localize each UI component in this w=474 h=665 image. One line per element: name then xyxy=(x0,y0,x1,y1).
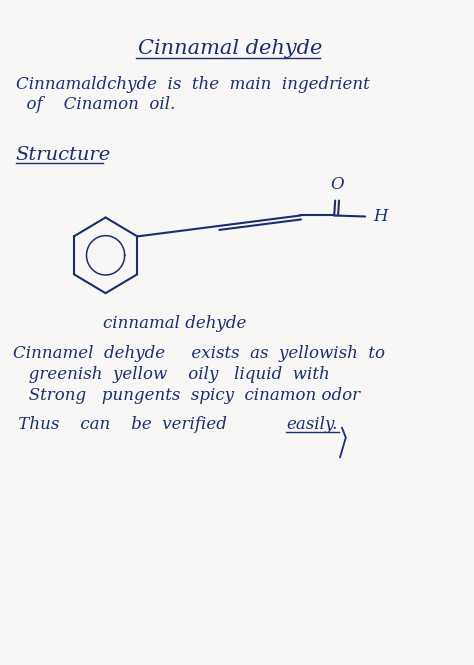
Text: Cinnamaldchyde  is  the  main  ingedrient: Cinnamaldchyde is the main ingedrient xyxy=(16,76,370,93)
Text: Thus    can    be  verified: Thus can be verified xyxy=(13,416,227,433)
Text: H: H xyxy=(373,208,387,225)
Text: greenish  yellow    oily   liquid  with: greenish yellow oily liquid with xyxy=(13,366,330,383)
Text: Cinnamel  dehyde     exists  as  yellowish  to: Cinnamel dehyde exists as yellowish to xyxy=(13,345,385,362)
Text: of    Cinamon  oil.: of Cinamon oil. xyxy=(16,96,175,113)
Text: O: O xyxy=(330,176,344,193)
Text: Strong   pungents  spicy  cinamon odor: Strong pungents spicy cinamon odor xyxy=(13,387,360,404)
Text: Cinnamal dehyde: Cinnamal dehyde xyxy=(138,39,322,59)
Text: Structure: Structure xyxy=(16,146,111,164)
Text: easily.: easily. xyxy=(286,416,337,433)
Text: cinnamal dehyde: cinnamal dehyde xyxy=(103,315,247,332)
